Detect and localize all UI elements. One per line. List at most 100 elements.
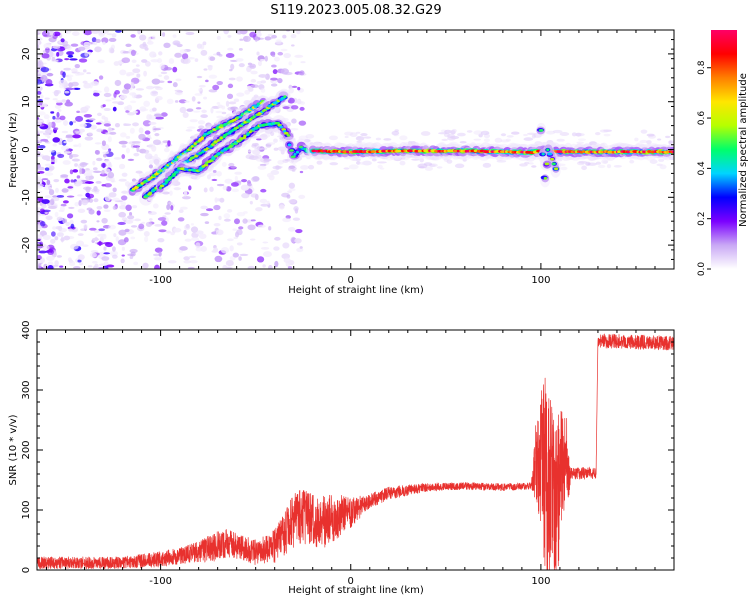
heatmap-cell (506, 135, 514, 138)
heatmap-cell (93, 90, 102, 94)
heatmap-cell (277, 159, 284, 165)
heatmap-cell (349, 132, 358, 138)
heatmap-cell (148, 164, 154, 169)
heatmap-cell (268, 174, 275, 181)
heatmap-cell (56, 232, 64, 237)
heatmap-cell (73, 144, 79, 147)
heatmap-cell (249, 238, 256, 241)
heatmap-cell (143, 230, 150, 237)
heatmap-cell (355, 131, 361, 134)
heatmap-cell (259, 198, 268, 204)
heatmap-cell (55, 187, 59, 193)
heatmap-cell (42, 234, 51, 240)
heatmap-cell (466, 130, 473, 133)
heatmap-cell (299, 106, 305, 111)
heatmap-cell (200, 205, 208, 210)
heatmap-cell (77, 194, 83, 197)
heatmap-cell (233, 236, 238, 240)
heatmap-cell (294, 238, 302, 244)
heatmap-cell (37, 91, 42, 95)
heatmap-cell (505, 138, 511, 142)
heatmap-ridge-cell (671, 150, 674, 154)
heatmap-cell (54, 119, 62, 123)
heatmap-cell (112, 205, 117, 210)
heatmap-cell (244, 89, 251, 95)
heatmap-cell (363, 136, 372, 139)
heatmap-cell (228, 77, 236, 81)
heatmap-cell (262, 264, 266, 268)
heatmap-cell (252, 149, 261, 155)
heatmap-cell (41, 199, 50, 204)
heatmap-cell (266, 142, 276, 145)
heatmap-cell (96, 220, 100, 223)
heatmap-cell (657, 138, 662, 141)
heatmap-cell (52, 115, 56, 120)
heatmap-cell (37, 185, 43, 189)
heatmap-cell (82, 244, 89, 247)
heatmap-cell (241, 178, 248, 183)
heatmap-cell (216, 51, 221, 56)
heatmap-cell (104, 30, 109, 34)
heatmap-cell (198, 84, 206, 88)
heatmap-cell (639, 139, 649, 144)
heatmap-cell (43, 114, 50, 120)
heatmap-cell (209, 186, 214, 192)
heatmap-cell (174, 100, 179, 103)
heatmap-cell (74, 87, 81, 90)
heatmap-cell (144, 47, 149, 51)
heatmap-cell (167, 80, 173, 84)
heatmap-cell (179, 106, 187, 114)
heatmap-cell (131, 92, 137, 99)
spectrogram-y-ticks: -20 -10 0 10 20 (21, 29, 674, 270)
heatmap-cell (157, 217, 167, 221)
heatmap-cell (60, 46, 66, 51)
heatmap-cell (260, 203, 269, 207)
heatmap-cell (41, 103, 48, 107)
heatmap-cell (96, 205, 103, 210)
heatmap-cell (112, 246, 116, 252)
heatmap-cell (112, 106, 117, 112)
heatmap-cell (287, 166, 297, 171)
heatmap-cell (595, 131, 601, 136)
heatmap-cell (254, 193, 259, 201)
heatmap-cell (234, 171, 243, 175)
heatmap-cell (108, 224, 116, 230)
heatmap-cell (273, 56, 280, 62)
heatmap-cell (251, 144, 257, 148)
heatmap-cell (56, 52, 60, 57)
heatmap-cell (86, 72, 91, 75)
heatmap-cell (113, 92, 117, 98)
heatmap-cell (130, 34, 136, 38)
heatmap-cell (203, 187, 208, 193)
heatmap-cell (98, 240, 102, 246)
heatmap-cell (204, 221, 210, 225)
heatmap-cell (287, 226, 296, 232)
heatmap-ridge-cell (203, 132, 209, 136)
heatmap-cell (84, 51, 89, 57)
heatmap-cell (668, 140, 674, 144)
heatmap-cell (104, 116, 109, 122)
heatmap-cell (108, 148, 112, 152)
heatmap-cell (457, 132, 466, 137)
heatmap-cell (81, 199, 88, 206)
heatmap-cell (37, 119, 44, 123)
heatmap-cell (296, 247, 304, 253)
heatmap-cell (189, 119, 198, 123)
heatmap-cell (149, 51, 157, 58)
heatmap-cell (105, 99, 112, 102)
heatmap-cell (55, 100, 63, 103)
heatmap-cell (205, 208, 214, 212)
heatmap-cell (230, 166, 237, 169)
heatmap-cell (271, 34, 277, 39)
heatmap-cell (160, 112, 168, 117)
heatmap-cell (149, 115, 156, 120)
heatmap-cell (258, 74, 268, 78)
heatmap-cell (247, 265, 255, 269)
heatmap-cell (230, 63, 235, 70)
heatmap-cell (151, 107, 157, 112)
heatmap-cell (198, 125, 205, 129)
heatmap-cell (152, 86, 161, 89)
heatmap-cell (205, 79, 209, 83)
heatmap-cell (142, 149, 150, 154)
heatmap-cell (230, 182, 239, 187)
